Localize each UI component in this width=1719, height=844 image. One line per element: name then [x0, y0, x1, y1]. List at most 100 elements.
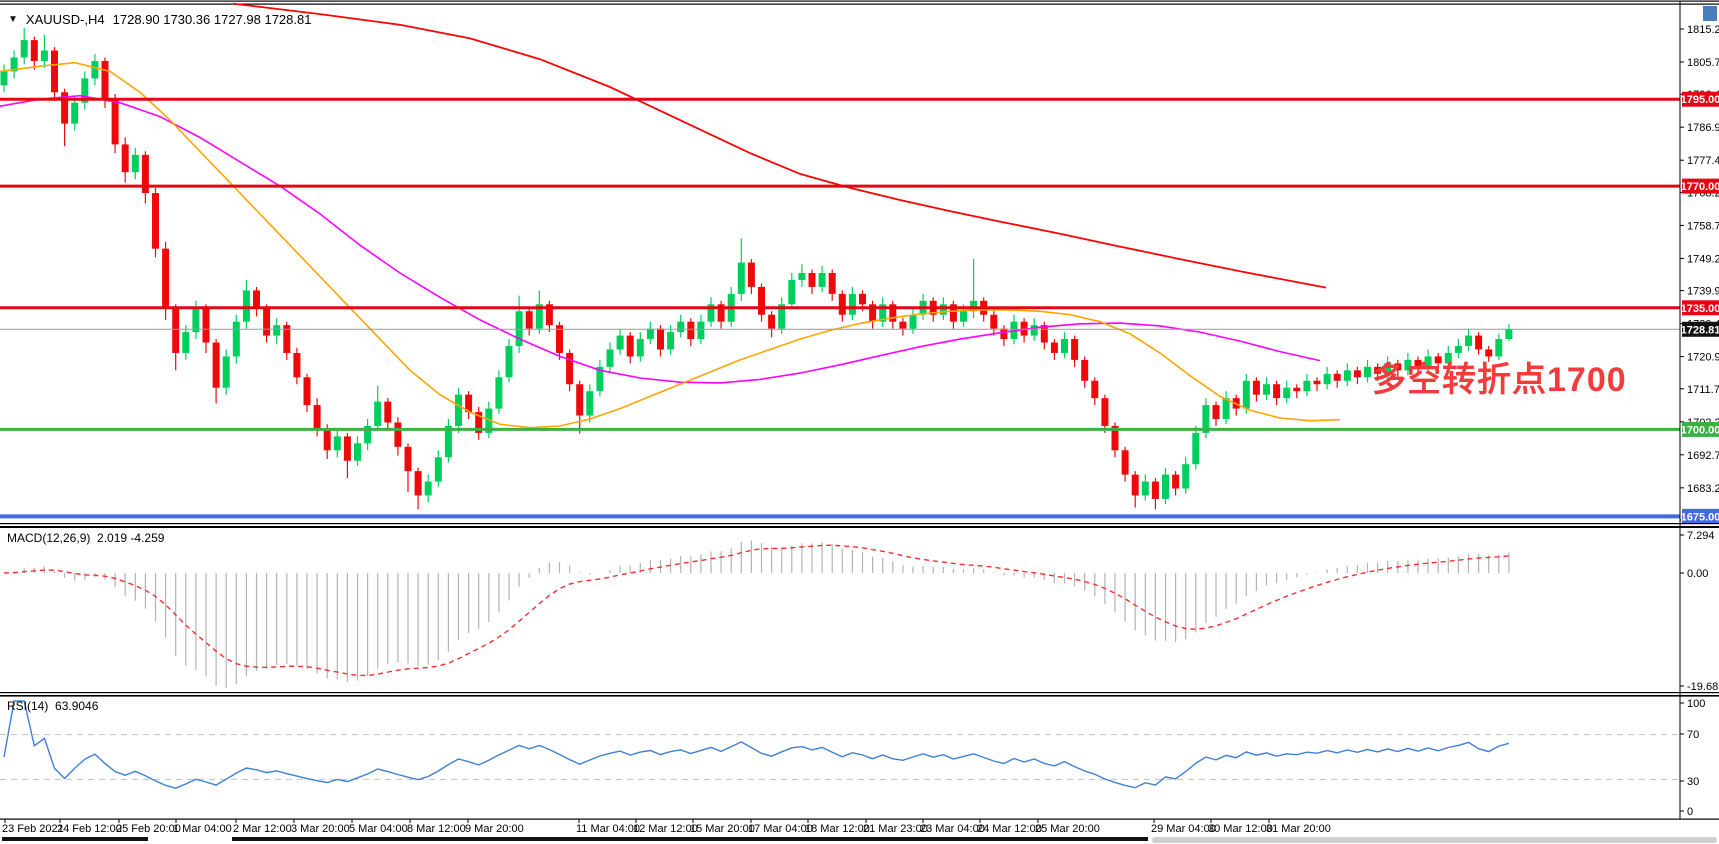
- candle-body: [586, 391, 594, 416]
- time-axis-label: 24 Mar 12:00: [977, 823, 1042, 835]
- candle-body: [687, 321, 695, 340]
- scroll-corner-box[interactable]: [1703, 6, 1717, 21]
- candle-body: [1323, 373, 1331, 385]
- price-axis-label: 1815.20: [1687, 24, 1719, 36]
- candle-body: [354, 443, 361, 461]
- macd-indicator-label: MACD(12,26,9) 2.019 -4.259: [7, 531, 164, 545]
- candle-body: [283, 325, 291, 353]
- candle-body: [495, 377, 503, 409]
- ma-red-line: [232, 2, 1327, 289]
- rsi-indicator-label: RSI(14) 63.9046: [7, 699, 98, 713]
- candle-body: [828, 273, 836, 294]
- bottom-scrollbar-thumb[interactable]: [1152, 837, 1717, 843]
- candle-body: [1434, 356, 1442, 364]
- candle-body: [990, 314, 998, 329]
- candle-body: [626, 335, 634, 357]
- bottom-bar-middle: [232, 837, 1148, 841]
- candle-body: [1081, 359, 1089, 381]
- price-axis-label: 1739.95: [1687, 286, 1719, 298]
- candle-body: [970, 300, 978, 312]
- rsi-scale-label: 70: [1687, 729, 1699, 741]
- candle-body: [737, 262, 745, 294]
- candle-body: [242, 290, 250, 322]
- time-axis-label: 29 Mar 04:00: [1151, 823, 1216, 835]
- candle-body: [343, 436, 351, 461]
- price-badge-1675.00: [1682, 508, 1719, 524]
- price-badge-1735.00-text: 1735.00: [1681, 303, 1719, 315]
- candle-body: [1313, 380, 1321, 385]
- separator-macd-rsi-2[interactable]: [0, 695, 1719, 697]
- candle-body: [1101, 398, 1109, 426]
- candle-body: [747, 262, 755, 287]
- time-axis-label: 1 Mar 04:00: [173, 823, 232, 835]
- macd-scale-label: 0.00: [1687, 568, 1708, 580]
- candle-body: [30, 40, 38, 61]
- candle-body: [1444, 352, 1452, 364]
- candle-body: [1404, 359, 1412, 371]
- chart-title: ▼ XAUUSD-,H4 1728.90 1730.36 1727.98 172…: [8, 12, 311, 27]
- candle-body: [20, 40, 28, 58]
- candle-body: [556, 325, 563, 353]
- rsi-bottom-border: [0, 818, 1719, 820]
- window-top-border-2: [0, 3, 1719, 5]
- candle-body: [61, 92, 69, 124]
- candle-body: [101, 60, 109, 100]
- candle-body: [1263, 384, 1270, 395]
- price-axis-label: 1805.70: [1687, 57, 1719, 69]
- candle-body: [869, 304, 877, 322]
- candle-body: [808, 273, 816, 287]
- candle-body: [1333, 373, 1341, 381]
- rsi-line: [3, 700, 1510, 789]
- symbol-dropdown-icon[interactable]: ▼: [8, 14, 18, 25]
- candle-body: [1050, 342, 1058, 353]
- candle-body: [1293, 387, 1301, 392]
- separator-main-macd-2[interactable]: [0, 526, 1719, 528]
- candle-body: [717, 304, 725, 322]
- time-axis-label: 11 Mar 04:00: [576, 823, 640, 835]
- candle-body: [848, 293, 856, 315]
- candle-body: [374, 401, 382, 426]
- price-badge-1795.00-text: 1795.00: [1681, 94, 1719, 106]
- text-annotation-pivot-1700: 多空转折点1700: [1372, 361, 1627, 399]
- candle-body: [444, 425, 452, 458]
- candle-body: [1040, 325, 1048, 343]
- candle-body: [1414, 359, 1422, 367]
- candle-body: [475, 412, 483, 433]
- price-axis-label: 1683.20: [1687, 483, 1719, 495]
- candle-body: [1151, 481, 1159, 499]
- price-badge-1735.00: [1682, 300, 1719, 316]
- price-axis-label: 1720.95: [1687, 352, 1719, 364]
- candle-body: [566, 352, 574, 385]
- candle-body: [838, 293, 846, 315]
- candle-body: [535, 304, 543, 329]
- separator-macd-rsi-1[interactable]: [0, 692, 1719, 694]
- candle-body: [949, 304, 957, 322]
- candle-body: [1454, 346, 1462, 353]
- time-axis-label: 3 Mar 20:00: [291, 823, 350, 835]
- candle-body: [1162, 474, 1169, 499]
- candle-body: [636, 339, 644, 357]
- candle-body: [818, 273, 826, 287]
- time-axis-label: 21 Mar 23:00: [863, 823, 928, 835]
- time-axis-label: 24 Feb 12:00: [57, 823, 122, 835]
- candle-body: [455, 394, 462, 426]
- candle-body: [71, 102, 79, 124]
- time-axis-label: 8 Mar 12:00: [407, 823, 466, 835]
- separator-main-macd-1[interactable]: [0, 523, 1719, 525]
- candle-body: [1222, 398, 1230, 420]
- candle-body: [1475, 335, 1483, 350]
- time-axis-label: 23 Feb 2021: [2, 823, 64, 835]
- candle-body: [1394, 363, 1402, 371]
- price-badge-1795.00: [1682, 91, 1719, 107]
- candle-body: [909, 314, 917, 329]
- candle-body: [1343, 370, 1351, 381]
- candle-body: [788, 279, 796, 305]
- candle-body: [162, 248, 170, 308]
- candle-body: [1061, 339, 1068, 353]
- time-axis-label: 2 Mar 12:00: [233, 823, 292, 835]
- candle-body: [1212, 405, 1220, 420]
- candle-body: [657, 328, 664, 350]
- candle-body: [1364, 366, 1371, 378]
- candle-body: [1252, 380, 1260, 395]
